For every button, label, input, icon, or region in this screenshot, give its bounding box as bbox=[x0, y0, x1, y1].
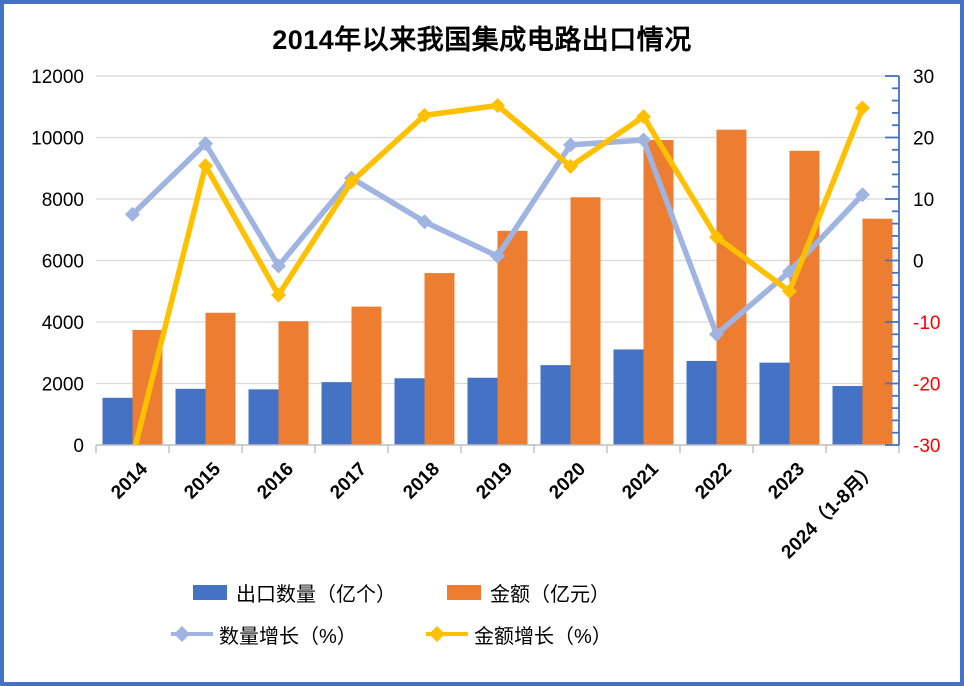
bar-amount bbox=[278, 321, 309, 445]
right-axis-tick-label: -10 bbox=[913, 313, 940, 334]
legend-swatch-quantity-bar bbox=[193, 584, 227, 600]
diamond-marker bbox=[271, 287, 286, 303]
right-axis-tick-label: 0 bbox=[913, 252, 924, 273]
left-axis-tick-label: 10000 bbox=[31, 129, 84, 150]
x-axis-category-label: 2015 bbox=[180, 458, 225, 503]
line-amount-growth bbox=[132, 98, 870, 445]
right-axis-tick-label: 10 bbox=[913, 190, 934, 211]
legend-swatch-quantity-growth-line bbox=[171, 626, 213, 642]
bar-amount bbox=[205, 312, 236, 445]
diamond-marker bbox=[490, 98, 505, 114]
bar-amount bbox=[716, 129, 747, 445]
bar-export-quantity bbox=[321, 382, 352, 445]
bar-export-quantity bbox=[175, 388, 206, 445]
diamond-marker bbox=[490, 248, 505, 264]
right-axis-tick-label: -30 bbox=[913, 436, 940, 457]
legend-diamond-marker bbox=[174, 626, 190, 642]
bar-amount bbox=[789, 150, 820, 445]
diamond-marker bbox=[125, 206, 140, 222]
bar-amount bbox=[497, 230, 528, 445]
diamond-marker bbox=[636, 132, 651, 148]
bar-export-quantity bbox=[832, 386, 863, 445]
diamond-marker bbox=[563, 137, 578, 153]
legend-label-amount: 金额（亿元） bbox=[490, 583, 610, 606]
diamond-marker bbox=[271, 258, 286, 274]
left-axis-tick-label: 8000 bbox=[42, 190, 84, 211]
left-axis-tick-label: 12000 bbox=[31, 67, 84, 88]
x-axis-category-label: 2016 bbox=[253, 459, 298, 504]
combo-chart-canvas: 12000 10000 8000 6000 4000 2000 0 30 20 10 0 -10 -20… bbox=[31, 67, 940, 563]
left-axis-tick-label: 2000 bbox=[42, 375, 84, 396]
legend-label-amount-growth: 金额增长（%） bbox=[474, 625, 612, 648]
left-axis-tick-label: 6000 bbox=[42, 252, 84, 273]
diamond-marker bbox=[198, 158, 213, 174]
x-axis-category-label: 2017 bbox=[326, 459, 371, 504]
bar-export-quantity bbox=[394, 378, 425, 445]
bar-export-quantity bbox=[467, 377, 498, 445]
bar-amount bbox=[643, 139, 674, 445]
x-axis-category-label: 2022 bbox=[691, 459, 736, 504]
bar-export-quantity bbox=[613, 349, 644, 445]
legend-item-amount: 金额（亿元） bbox=[447, 580, 610, 606]
x-axis-category-label: 2021 bbox=[618, 458, 663, 503]
legend-diamond-marker bbox=[429, 626, 445, 642]
bar-export-quantity bbox=[759, 362, 790, 445]
diamond-marker bbox=[855, 100, 870, 116]
line-quantity-growth bbox=[125, 132, 870, 342]
legend-label-export-quantity: 出口数量（亿个） bbox=[236, 583, 396, 606]
legend-item-amount-growth: 金额增长（%） bbox=[426, 622, 612, 648]
bar-export-quantity bbox=[248, 389, 279, 445]
diamond-marker bbox=[782, 283, 797, 299]
right-axis-tick-label: 20 bbox=[913, 129, 934, 150]
bar-export-quantity bbox=[686, 360, 717, 445]
bar-export-quantity bbox=[102, 397, 133, 445]
left-axis-tick-label: 4000 bbox=[42, 313, 84, 334]
diamond-marker bbox=[417, 107, 432, 123]
legend-item-quantity-growth: 数量增长（%） bbox=[171, 622, 357, 648]
bar-amount bbox=[424, 273, 455, 445]
bar-amount bbox=[351, 306, 382, 445]
diamond-marker bbox=[563, 158, 578, 174]
bar-amount bbox=[862, 218, 893, 445]
bar-amount bbox=[570, 197, 601, 445]
diamond-marker bbox=[855, 187, 870, 203]
x-axis-category-label: 2019 bbox=[472, 459, 517, 504]
right-axis-tick-label: 30 bbox=[913, 67, 934, 88]
x-axis-category-label: 2023 bbox=[764, 459, 809, 504]
diamond-marker bbox=[344, 174, 359, 190]
chart-title: 2014年以来我国集成电路出口情况 bbox=[272, 25, 692, 55]
diamond-marker bbox=[636, 109, 651, 125]
legend-swatch-amount-bar bbox=[447, 584, 481, 600]
x-axis-category-label: 2018 bbox=[399, 459, 444, 504]
legend-label-quantity-growth: 数量增长（%） bbox=[219, 625, 357, 648]
diamond-marker bbox=[709, 326, 724, 342]
diamond-marker bbox=[198, 136, 213, 152]
legend-item-export-quantity: 出口数量（亿个） bbox=[193, 580, 396, 606]
legend-swatch-amount-growth-line bbox=[426, 626, 468, 642]
left-axis-tick-label: 0 bbox=[73, 436, 84, 457]
x-axis-category-label: 2014 bbox=[107, 458, 152, 503]
x-axis-category-label: 2020 bbox=[545, 459, 590, 504]
bar-export-quantity bbox=[540, 365, 571, 445]
diamond-marker bbox=[709, 229, 724, 245]
diamond-marker bbox=[417, 214, 432, 230]
right-axis-tick-label: -20 bbox=[913, 375, 940, 396]
